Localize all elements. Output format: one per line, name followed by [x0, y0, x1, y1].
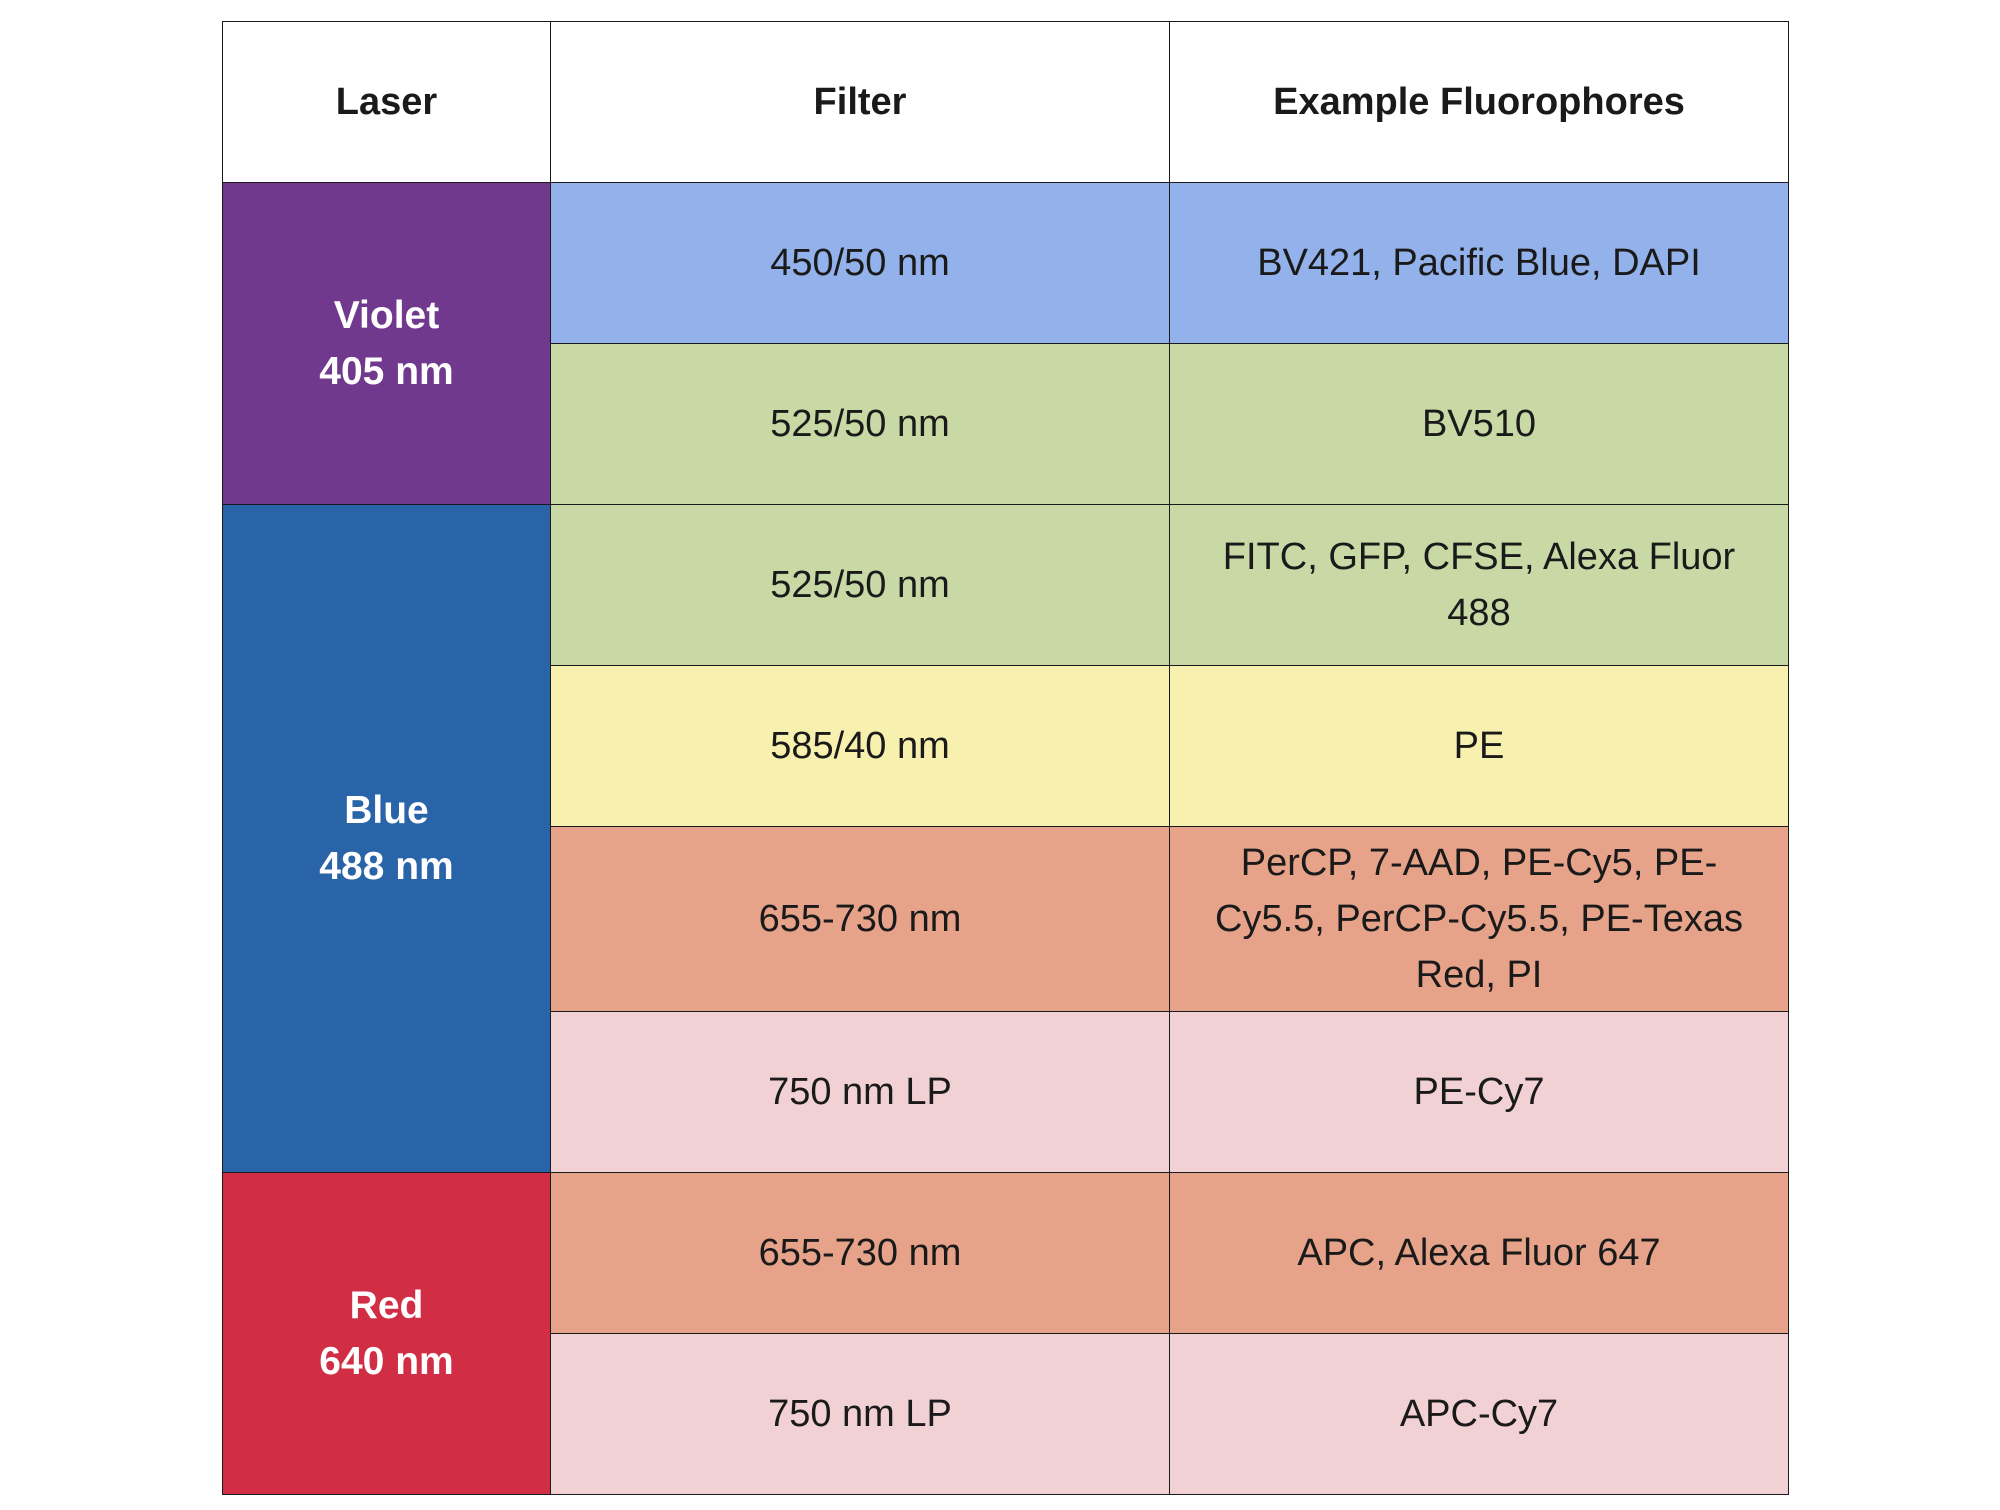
header-laser: Laser	[222, 21, 551, 183]
fluorophores-cell: APC-Cy7	[1169, 1333, 1789, 1495]
fluorophores-cell: BV421, Pacific Blue, DAPI	[1169, 182, 1789, 344]
table-row: 750 nm LP APC-Cy7	[223, 1333, 1789, 1495]
filter-cell: 450/50 nm	[550, 182, 1170, 344]
laser-filter-table: Laser Filter Example Fluorophores Violet…	[222, 21, 1789, 1495]
table-row: 655-730 nm PerCP, 7-AAD, PE-Cy5, PE-Cy5.…	[223, 826, 1789, 1012]
fluorophores-cell: PE	[1169, 665, 1789, 827]
filter-cell: 655-730 nm	[550, 826, 1170, 1012]
laser-wavelength: 405 nm	[319, 349, 454, 393]
laser-cell-violet: Violet 405 nm	[222, 182, 551, 505]
fluorophores-cell: PE-Cy7	[1169, 1011, 1789, 1173]
filter-cell: 525/50 nm	[550, 504, 1170, 666]
filter-cell: 750 nm LP	[550, 1333, 1170, 1495]
laser-wavelength: 640 nm	[319, 1339, 454, 1383]
fluorophores-cell: BV510	[1169, 343, 1789, 505]
filter-cell: 750 nm LP	[550, 1011, 1170, 1173]
table-row: Red 640 nm 655-730 nm APC, Alexa Fluor 6…	[222, 1172, 1789, 1495]
laser-wavelength: 488 nm	[319, 844, 454, 888]
laser-name: Blue	[344, 788, 429, 832]
filter-cell: 585/40 nm	[550, 665, 1170, 827]
header-fluorophores: Example Fluorophores	[1169, 21, 1789, 183]
laser-name: Red	[349, 1283, 424, 1327]
filter-cell: 525/50 nm	[550, 343, 1170, 505]
header-row: Laser Filter Example Fluorophores	[222, 21, 1789, 183]
header-filter: Filter	[550, 21, 1170, 183]
table-row: Violet 405 nm 450/50 nm BV421, Pacific B…	[222, 182, 1789, 505]
laser-name: Violet	[333, 293, 440, 337]
laser-cell-red: Red 640 nm	[222, 1172, 551, 1495]
table-row: 750 nm LP PE-Cy7	[223, 1011, 1789, 1173]
laser-cell-blue: Blue 488 nm	[222, 504, 551, 1173]
fluorophores-cell: APC, Alexa Fluor 647	[1169, 1172, 1789, 1334]
table-row: 585/40 nm PE	[223, 665, 1789, 827]
fluorophores-cell: FITC, GFP, CFSE, Alexa Fluor 488	[1169, 504, 1789, 666]
filter-cell: 655-730 nm	[550, 1172, 1170, 1334]
laser-filter-table-container: Laser Filter Example Fluorophores Violet…	[222, 21, 1789, 1495]
table-row: Blue 488 nm 525/50 nm FITC, GFP, CFSE, A…	[222, 504, 1789, 1173]
fluorophores-cell: PerCP, 7-AAD, PE-Cy5, PE-Cy5.5, PerCP-Cy…	[1169, 826, 1789, 1012]
table-row: 525/50 nm BV510	[223, 343, 1789, 505]
